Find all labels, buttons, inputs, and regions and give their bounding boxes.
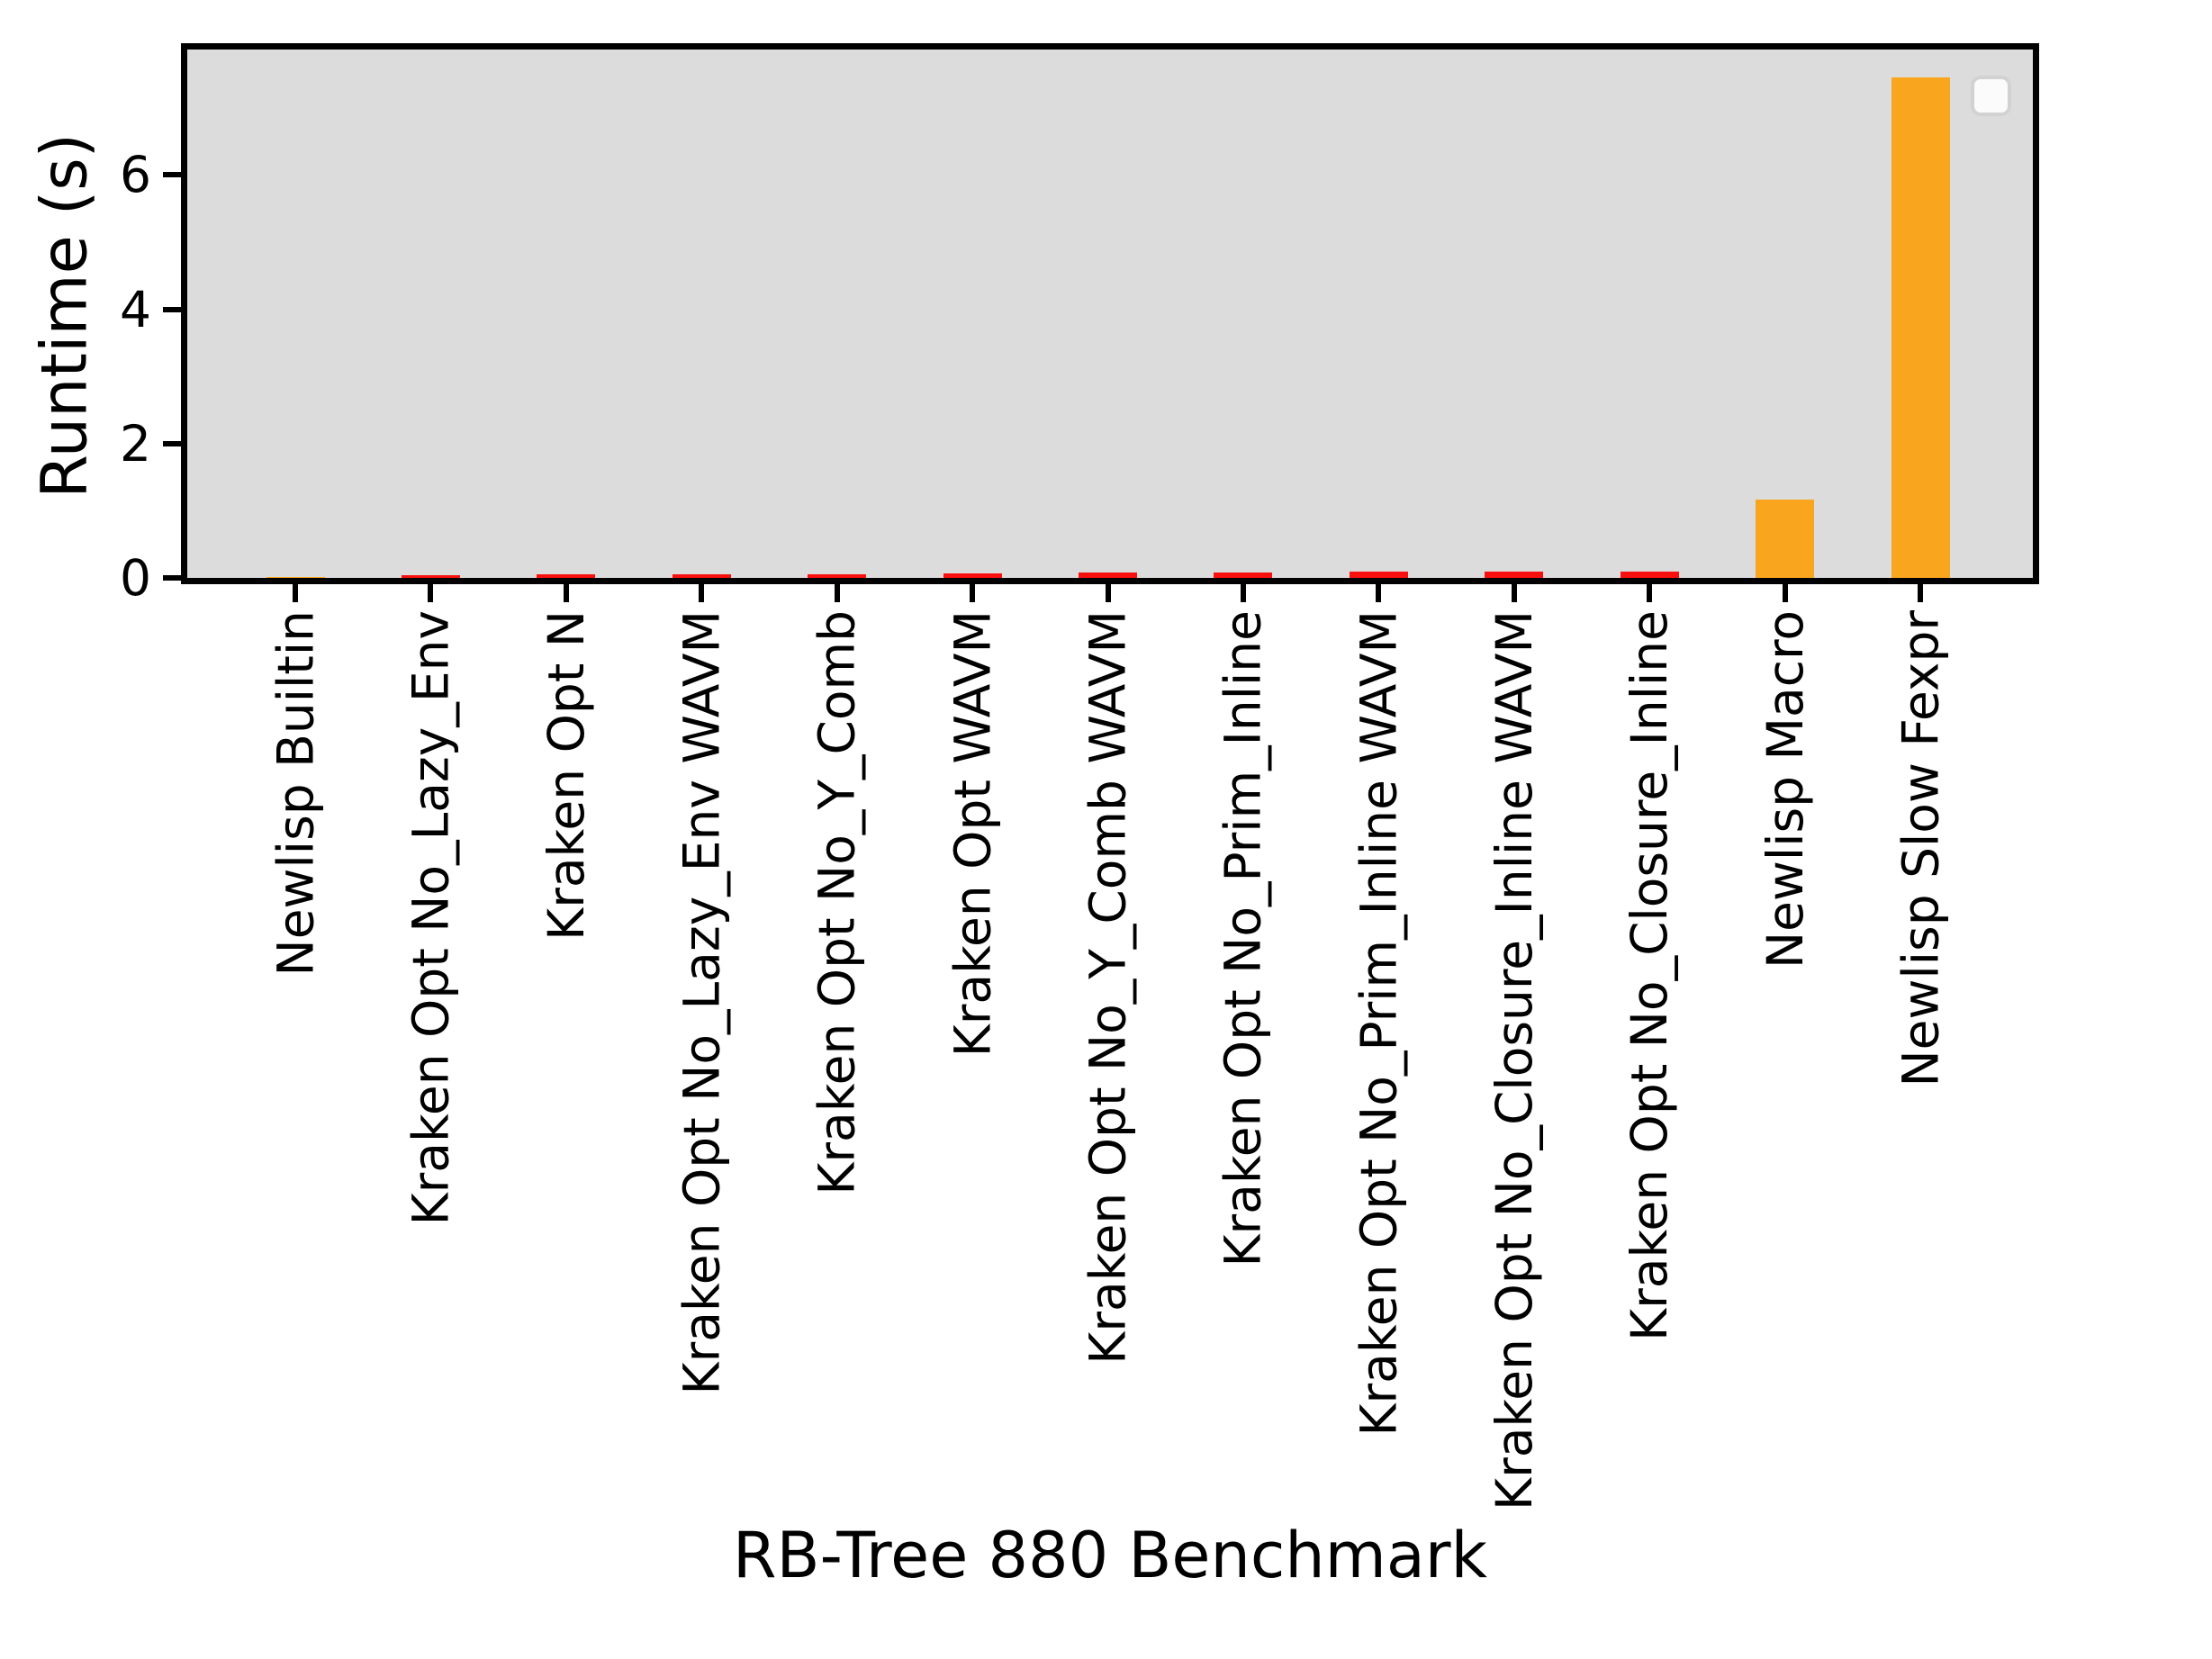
x-tick-mark <box>1240 583 1246 602</box>
x-tick-label: Kraken Opt No_Y_Comb WAVM <box>1079 610 1137 1365</box>
bar <box>537 574 596 578</box>
plot-inner <box>187 50 2033 578</box>
x-tick-mark <box>428 583 434 602</box>
x-tick-label: Kraken Opt No_Y_Comb <box>808 610 866 1195</box>
y-tick-mark <box>163 575 187 581</box>
x-tick-label: Kraken Opt WAVM <box>943 610 1002 1058</box>
x-tick-mark <box>1105 583 1111 602</box>
x-tick-label: Kraken Opt No_Lazy_Env WAVM <box>673 610 731 1395</box>
x-tick-label: Newlisp Slow Fexpr <box>1891 610 1950 1087</box>
x-tick-label: Kraken Opt No_Prim_Inline <box>1214 610 1272 1267</box>
x-tick-label: Newlisp Macro <box>1756 610 1814 969</box>
x-tick-label: Newlisp Builtin <box>266 610 324 977</box>
x-tick-mark <box>563 583 569 602</box>
bar <box>266 577 325 578</box>
x-tick-mark <box>834 583 840 602</box>
bar <box>1079 573 1138 578</box>
y-tick-label: 6 <box>120 146 151 204</box>
x-tick-label: Kraken Opt N <box>537 610 595 941</box>
x-tick-mark <box>1918 583 1924 602</box>
bar <box>401 575 460 578</box>
y-tick-label: 2 <box>120 414 151 473</box>
x-tick-mark <box>699 583 705 602</box>
x-tick-mark <box>970 583 976 602</box>
bar <box>1756 499 1815 578</box>
bar <box>1485 572 1544 578</box>
y-tick-label: 4 <box>120 280 151 338</box>
legend-box <box>1971 76 2011 116</box>
x-tick-mark <box>1647 583 1653 602</box>
bar <box>1620 571 1679 578</box>
bar <box>1349 572 1408 578</box>
y-axis-label: Runtime (s) <box>28 133 102 499</box>
bar <box>808 573 867 578</box>
x-tick-mark <box>1376 583 1382 602</box>
bar <box>1214 573 1273 578</box>
x-tick-mark <box>1782 583 1788 602</box>
y-tick-mark <box>163 440 187 446</box>
x-tick-label: Kraken Opt No_Prim_Inline WAVM <box>1350 610 1408 1437</box>
x-tick-mark <box>1511 583 1517 602</box>
bar <box>943 573 1002 578</box>
y-tick-mark <box>163 306 187 312</box>
x-axis-label: RB-Tree 880 Benchmark <box>732 1519 1488 1592</box>
y-tick-mark <box>163 172 187 178</box>
y-tick-label: 0 <box>120 549 151 607</box>
x-tick-label: Kraken Opt No_Closure_Inline WAVM <box>1485 610 1543 1510</box>
plot-area <box>181 43 2039 584</box>
bar <box>1891 77 1950 578</box>
x-tick-label: Kraken Opt No_Lazy_Env <box>402 610 460 1226</box>
bar <box>672 573 731 578</box>
x-tick-mark <box>293 583 298 602</box>
x-tick-label: Kraken Opt No_Closure_Inline <box>1621 610 1679 1341</box>
